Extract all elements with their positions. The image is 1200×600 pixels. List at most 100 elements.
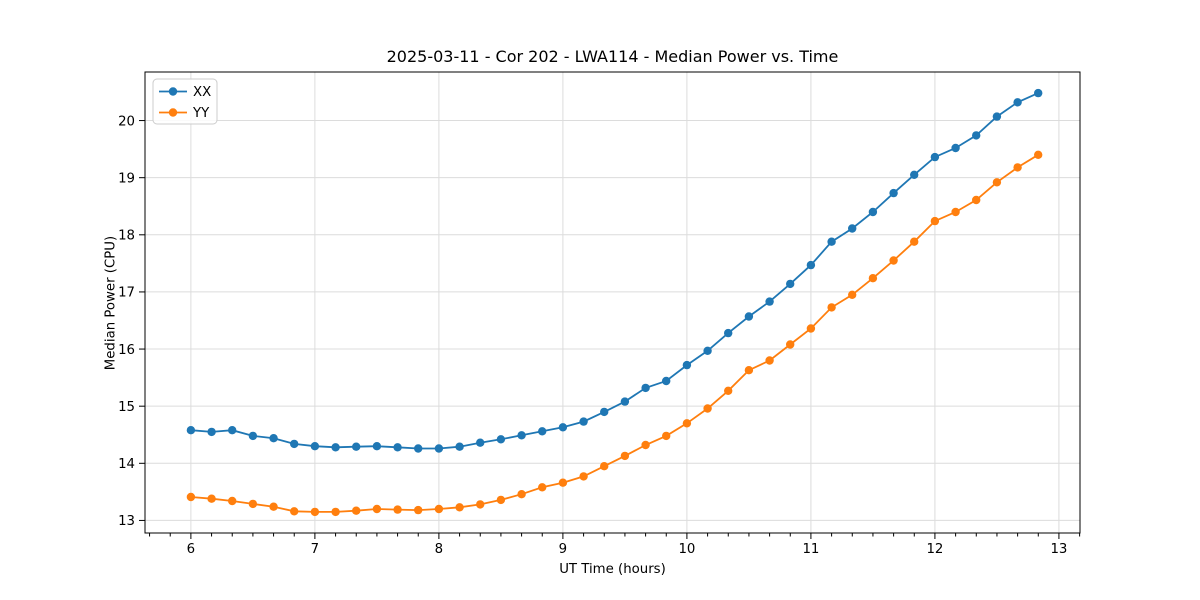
series-YY [186,150,1043,517]
data-point-YY [744,366,754,375]
data-point-YY [558,478,568,487]
x-tick-label: 9 [559,542,567,557]
y-tick-label: 17 [118,286,135,301]
series-XX [186,88,1043,453]
data-point-XX [848,224,857,233]
data-point-YY [806,324,816,333]
data-point-XX [310,442,320,451]
x-tick-label: 11 [802,542,819,557]
data-point-YY [538,483,547,492]
data-point-YY [848,290,857,299]
data-point-YY [393,505,402,514]
data-point-XX [972,131,981,140]
legend-marker-sample [168,108,178,117]
chart-title: 2025-03-11 - Cor 202 - LWA114 - Median P… [386,47,839,66]
data-point-XX [434,444,444,453]
data-point-XX [393,443,402,452]
x-axis-label: UT Time (hours) [559,562,666,577]
data-point-XX [682,360,692,370]
data-point-XX [744,312,754,321]
y-tick-label: 19 [118,171,135,186]
data-point-YY [352,506,361,515]
data-point-YY [889,256,898,265]
plot-frame [144,71,1081,534]
x-tick-label: 13 [1050,542,1067,557]
data-point-YY [641,440,650,450]
data-point-YY [496,495,506,505]
data-point-XX [476,438,485,447]
axis-ticks [139,120,1081,539]
data-point-YY [703,404,712,413]
data-point-XX [786,279,795,289]
data-point-XX [186,426,196,435]
data-point-YY [455,503,464,512]
data-point-YY [517,490,526,499]
data-point-XX [868,207,878,217]
y-tick-label: 13 [118,514,135,529]
data-point-XX [372,442,382,451]
data-point-XX [331,443,340,452]
data-point-XX [228,426,237,435]
data-point-YY [476,500,485,509]
data-point-YY [724,386,733,395]
data-point-XX [703,346,712,355]
x-tick-label: 12 [926,542,943,557]
series-line-XX [190,92,1039,450]
data-point-YY [186,492,196,502]
data-point-YY [930,216,940,226]
legend-label-YY: YY [192,106,210,121]
data-point-YY [1034,150,1043,159]
data-point-XX [765,297,774,306]
data-point-YY [228,496,237,506]
y-tick-label: 14 [118,457,135,472]
data-point-XX [290,439,299,449]
data-point-YY [434,504,444,514]
data-point-XX [662,376,671,386]
data-point-YY [827,303,836,312]
data-point-YY [992,178,1002,187]
data-point-YY [620,451,630,461]
data-point-XX [455,442,464,451]
data-point-XX [930,152,940,162]
data-point-XX [910,170,919,179]
data-point-YY [310,507,320,517]
data-point-XX [724,328,733,338]
data-point-XX [641,383,650,393]
data-point-YY [207,494,216,503]
series-line-YY [190,154,1039,513]
data-point-YY [1013,163,1022,172]
data-point-XX [269,434,278,443]
data-point-YY [662,431,671,441]
data-point-XX [558,423,568,432]
data-point-XX [1013,98,1022,107]
tick-labels: 6 7 8 9 10 11 12 13 13 14 15 16 17 18 19 20 [118,114,1067,557]
data-point-XX [207,427,216,437]
y-tick-label: 16 [118,343,135,358]
data-point-YY [414,505,423,515]
data-point-YY [579,472,588,481]
x-tick-label: 10 [678,542,695,557]
data-point-YY [786,340,795,349]
grid-lines [145,72,1080,533]
data-point-YY [269,502,278,511]
data-point-XX [827,237,836,246]
data-point-YY [682,419,692,428]
legend-marker-sample [168,87,178,96]
legend-label-XX: XX [193,85,211,100]
data-point-YY [972,195,981,205]
data-point-XX [600,407,609,417]
data-point-XX [517,431,526,440]
data-point-XX [889,188,898,198]
data-point-XX [620,397,630,406]
data-point-XX [538,427,547,436]
data-point-XX [414,444,423,453]
x-tick-label: 8 [435,542,443,557]
y-tick-label: 18 [118,229,135,244]
data-point-YY [248,499,258,509]
data-point-XX [1034,88,1043,98]
data-point-YY [600,462,609,471]
data-point-XX [992,112,1002,121]
data-point-YY [868,274,878,283]
y-tick-label: 20 [118,114,135,129]
